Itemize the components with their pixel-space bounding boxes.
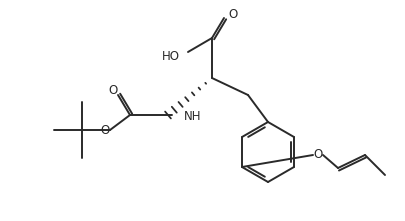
Text: O: O xyxy=(109,84,117,97)
Text: HO: HO xyxy=(162,50,180,63)
Text: O: O xyxy=(313,149,323,162)
Text: NH: NH xyxy=(184,110,202,124)
Text: O: O xyxy=(100,124,110,137)
Text: O: O xyxy=(228,8,237,21)
